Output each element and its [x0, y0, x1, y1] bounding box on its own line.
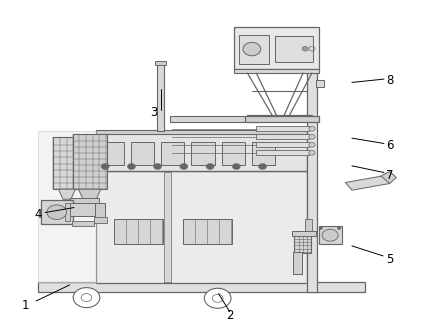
Bar — [38, 282, 365, 291]
Circle shape — [259, 163, 267, 170]
Bar — [252, 142, 275, 165]
Circle shape — [81, 293, 92, 302]
Bar — [161, 142, 184, 165]
Bar — [155, 61, 166, 65]
Bar — [275, 37, 313, 62]
Bar — [65, 203, 70, 221]
Polygon shape — [381, 172, 396, 184]
Bar — [157, 63, 164, 131]
Bar — [305, 219, 312, 234]
Circle shape — [337, 227, 341, 229]
Bar — [94, 217, 107, 222]
Bar — [96, 171, 307, 283]
Bar — [239, 35, 269, 64]
Text: 8: 8 — [386, 74, 393, 87]
Circle shape — [319, 227, 322, 229]
Bar — [294, 234, 311, 253]
Text: 7: 7 — [386, 169, 393, 182]
Bar — [256, 127, 309, 131]
Circle shape — [47, 205, 66, 219]
Bar — [256, 142, 309, 147]
Circle shape — [73, 288, 100, 308]
Bar — [222, 142, 245, 165]
Polygon shape — [78, 189, 101, 199]
Bar — [70, 203, 99, 216]
Circle shape — [128, 163, 136, 170]
Circle shape — [212, 294, 223, 302]
Circle shape — [232, 163, 240, 170]
Bar — [234, 69, 318, 73]
Bar — [256, 150, 309, 155]
Bar — [292, 230, 316, 236]
Polygon shape — [58, 189, 75, 199]
Circle shape — [206, 163, 214, 170]
Bar — [245, 117, 318, 123]
Polygon shape — [345, 176, 390, 190]
Bar — [38, 131, 96, 283]
Circle shape — [243, 43, 261, 56]
Bar — [96, 130, 307, 134]
Circle shape — [322, 229, 338, 241]
Text: 6: 6 — [386, 139, 393, 152]
Bar — [73, 134, 107, 189]
Bar — [96, 132, 307, 171]
Text: 2: 2 — [226, 310, 233, 323]
Text: 4: 4 — [35, 208, 42, 221]
Circle shape — [309, 150, 315, 155]
Bar — [318, 226, 342, 244]
Bar — [164, 172, 171, 282]
Bar — [183, 219, 232, 244]
Bar — [307, 40, 317, 291]
Text: 5: 5 — [386, 253, 393, 266]
Bar — [191, 142, 215, 165]
Bar — [316, 80, 324, 87]
Bar — [72, 220, 94, 226]
Circle shape — [153, 163, 161, 170]
Bar — [95, 203, 105, 218]
Circle shape — [204, 288, 231, 308]
Bar — [234, 27, 318, 69]
Circle shape — [302, 47, 308, 51]
Bar — [70, 198, 99, 204]
Bar — [131, 142, 154, 165]
Circle shape — [309, 127, 315, 131]
Bar — [41, 200, 73, 224]
Bar — [53, 137, 81, 189]
Text: 1: 1 — [21, 299, 29, 313]
Bar — [101, 142, 124, 165]
Bar — [114, 219, 163, 244]
Bar — [169, 117, 245, 123]
Text: 3: 3 — [150, 106, 158, 119]
Circle shape — [180, 163, 188, 170]
Circle shape — [101, 163, 109, 170]
Bar — [293, 252, 302, 274]
Circle shape — [309, 142, 315, 147]
Circle shape — [309, 134, 315, 139]
Bar — [256, 134, 309, 139]
